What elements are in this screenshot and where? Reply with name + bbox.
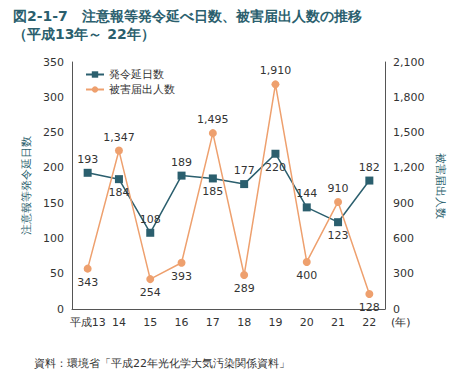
svg-text:300: 300 <box>43 91 64 104</box>
svg-text:200: 200 <box>43 161 64 174</box>
svg-text:250: 250 <box>43 126 64 139</box>
svg-text:393: 393 <box>171 270 192 283</box>
svg-text:289: 289 <box>234 282 255 295</box>
svg-text:100: 100 <box>43 232 64 245</box>
svg-text:19: 19 <box>268 316 282 329</box>
svg-text:18: 18 <box>237 316 251 329</box>
svg-text:発令延日数: 発令延日数 <box>109 68 164 81</box>
svg-text:177: 177 <box>234 164 255 177</box>
svg-text:0: 0 <box>393 303 400 316</box>
svg-text:資料：環境省「平成22年光化学大気汚染関係資料」: 資料：環境省「平成22年光化学大気汚染関係資料」 <box>34 357 290 370</box>
svg-text:189: 189 <box>171 156 192 169</box>
svg-text:1,495: 1,495 <box>197 113 229 126</box>
svg-text:17: 17 <box>206 316 220 329</box>
svg-text:20: 20 <box>300 316 314 329</box>
svg-text:220: 220 <box>265 161 286 174</box>
svg-text:(年): (年) <box>391 316 411 329</box>
svg-text:1,500: 1,500 <box>393 126 425 139</box>
svg-text:平成13: 平成13 <box>70 316 106 329</box>
svg-text:被害届出人数: 被害届出人数 <box>434 153 447 219</box>
svg-text:0: 0 <box>57 303 64 316</box>
svg-text:21: 21 <box>331 316 345 329</box>
svg-text:600: 600 <box>393 232 414 245</box>
svg-text:350: 350 <box>43 56 64 69</box>
svg-text:50: 50 <box>50 267 64 280</box>
svg-text:1,347: 1,347 <box>103 131 135 144</box>
svg-text:123: 123 <box>328 229 349 242</box>
svg-text:1,910: 1,910 <box>260 64 292 77</box>
svg-text:254: 254 <box>140 286 161 299</box>
svg-text:108: 108 <box>140 213 161 226</box>
svg-text:被害届出人数: 被害届出人数 <box>109 83 175 96</box>
svg-text:400: 400 <box>296 269 317 282</box>
svg-text:300: 300 <box>393 267 414 280</box>
svg-text:193: 193 <box>77 153 98 166</box>
svg-text:128: 128 <box>359 301 380 314</box>
svg-text:144: 144 <box>296 187 317 200</box>
svg-text:185: 185 <box>202 185 223 198</box>
svg-text:2,100: 2,100 <box>393 56 425 69</box>
svg-text:1,200: 1,200 <box>393 161 425 174</box>
svg-text:（平成13年～ 22年）: （平成13年～ 22年） <box>13 26 155 42</box>
svg-text:15: 15 <box>143 316 157 329</box>
svg-text:182: 182 <box>359 161 380 174</box>
svg-text:注意報等発令延日数: 注意報等発令延日数 <box>20 136 33 235</box>
svg-text:910: 910 <box>328 182 349 195</box>
svg-text:22: 22 <box>362 316 376 329</box>
svg-text:184: 184 <box>108 186 129 199</box>
svg-text:150: 150 <box>43 197 64 210</box>
svg-text:1,800: 1,800 <box>393 91 425 104</box>
svg-text:図2-1-7 注意報等発令延べ日数、被害届出人数の推移: 図2-1-7 注意報等発令延べ日数、被害届出人数の推移 <box>13 8 362 24</box>
svg-text:343: 343 <box>77 276 98 289</box>
svg-text:16: 16 <box>175 316 189 329</box>
svg-text:900: 900 <box>393 197 414 210</box>
svg-text:14: 14 <box>112 316 126 329</box>
